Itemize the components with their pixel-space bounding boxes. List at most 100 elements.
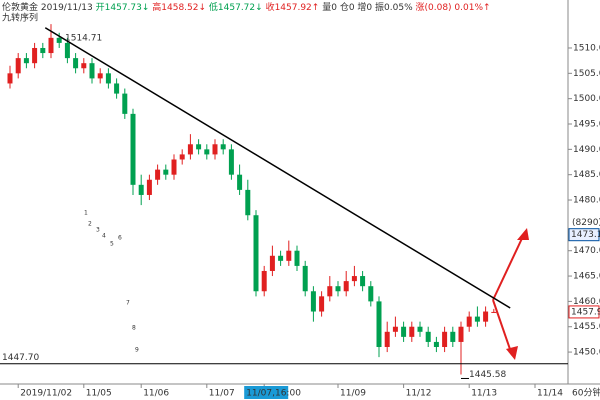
y-tick-label: 1450.00 (573, 348, 600, 358)
quote-item: 低1457.72↓ (209, 1, 263, 13)
code-label: (8290) (572, 218, 600, 228)
y-tick-label: 1485.00 (573, 170, 600, 180)
candle-body (384, 331, 390, 348)
indicator: 九转序列 (2, 12, 38, 24)
trendline (44, 27, 511, 309)
candle-body (327, 286, 333, 297)
candle-body (351, 276, 357, 282)
candle-body (278, 255, 284, 261)
candle-body (294, 250, 300, 266)
highlight (244, 386, 289, 399)
candle-body (7, 73, 13, 84)
x-tick-label: 11/12 (406, 389, 432, 399)
x-tick-label: 11/14 (537, 389, 563, 399)
candle-body (15, 58, 21, 74)
candle-body (81, 63, 87, 69)
candle-body (130, 113, 136, 185)
y-tick-label: 1470.00 (573, 246, 600, 256)
title: 伦敦黄金 (2, 1, 38, 13)
candle-body (212, 144, 218, 155)
candle-body (310, 291, 316, 312)
candle-body (163, 169, 169, 175)
candle-body (48, 37, 54, 54)
period-label: 60分钟 (572, 387, 600, 399)
candle-body (56, 37, 62, 43)
x-tick-label: 11/13 (471, 389, 497, 399)
candle-body (261, 270, 267, 292)
candle-body (376, 301, 382, 348)
candle-body (23, 58, 29, 64)
sequence-label: 7 (126, 300, 130, 307)
candle-body (179, 154, 185, 160)
sequence-label: 5 (110, 241, 114, 248)
quote-item: 收1457.92↑ (266, 1, 320, 13)
candle-body (368, 286, 374, 302)
candle-body (187, 144, 193, 155)
candle-body (433, 341, 439, 348)
sequence-label: 2 (88, 221, 92, 228)
y-tick-label: 1490.00 (573, 145, 600, 155)
candle-body (138, 184, 144, 195)
candle-body (302, 265, 308, 292)
x-tick-label: 11/07 (209, 389, 235, 399)
candle-body (64, 42, 70, 59)
candle-body (474, 316, 480, 322)
candle-body (458, 326, 464, 342)
y-tick-label: 1465.00 (573, 272, 600, 282)
candle-body (228, 149, 234, 175)
arrow-head (517, 228, 529, 240)
candle-body (392, 326, 398, 332)
sequence-label: 3 (96, 227, 100, 234)
candle-body (155, 169, 161, 180)
candle-body (40, 47, 46, 54)
y-tick-label: 1455.00 (573, 322, 600, 332)
candle-body (171, 159, 177, 175)
peak-label: 1514.71 (65, 34, 102, 44)
candle-body (335, 286, 341, 292)
candle-body (89, 63, 95, 79)
price-box (568, 228, 600, 242)
candle-body (483, 311, 489, 322)
sequence-label: 8 (132, 325, 136, 332)
candle-body (442, 331, 448, 348)
sequence-label: 1 (84, 210, 88, 217)
last-price-box (568, 305, 600, 319)
last-price-label: 1457.92 (571, 307, 600, 317)
y-tick-label: 1510.00 (573, 43, 600, 53)
x-tick-label: 11/09 (340, 389, 366, 399)
y-tick-label: 1505.00 (573, 69, 600, 79)
candle-body (401, 326, 407, 337)
arrow (492, 299, 513, 356)
candle-body (253, 215, 259, 292)
candle-body (237, 174, 243, 190)
date: 2019/11/13 (41, 3, 93, 13)
candle-body (425, 331, 431, 342)
candle-body (343, 281, 349, 292)
candle-body (491, 311, 497, 313)
quote-item: 涨(0.08) 0.01%↑ (416, 2, 491, 13)
quote-item: 量0 (322, 2, 337, 13)
candle-body (204, 149, 210, 155)
sequence-label: 4 (102, 233, 106, 240)
y-tick-label: 1500.00 (573, 94, 600, 104)
candle-body (220, 144, 226, 150)
candle-body (286, 250, 292, 261)
candle-body (360, 276, 366, 287)
candle-body (466, 316, 472, 327)
quote-item: 仓0 (340, 1, 355, 13)
candle-body (269, 255, 275, 271)
y-tick-label: 1460.00 (573, 297, 600, 307)
quote-item: 增0 (357, 1, 372, 13)
quote-item: 振0.05% (375, 1, 413, 13)
candle-body (32, 47, 38, 64)
candle-body (73, 58, 79, 69)
x-tick-label: 11/07,16:00 (246, 389, 301, 399)
candle-body (196, 144, 202, 150)
candle-body (146, 179, 152, 195)
y-tick-label: 1480.00 (573, 196, 600, 206)
y-tick-label: 1495.00 (573, 120, 600, 130)
quote-item: 高1458.52↓ (152, 1, 206, 13)
candle-body (122, 93, 128, 114)
